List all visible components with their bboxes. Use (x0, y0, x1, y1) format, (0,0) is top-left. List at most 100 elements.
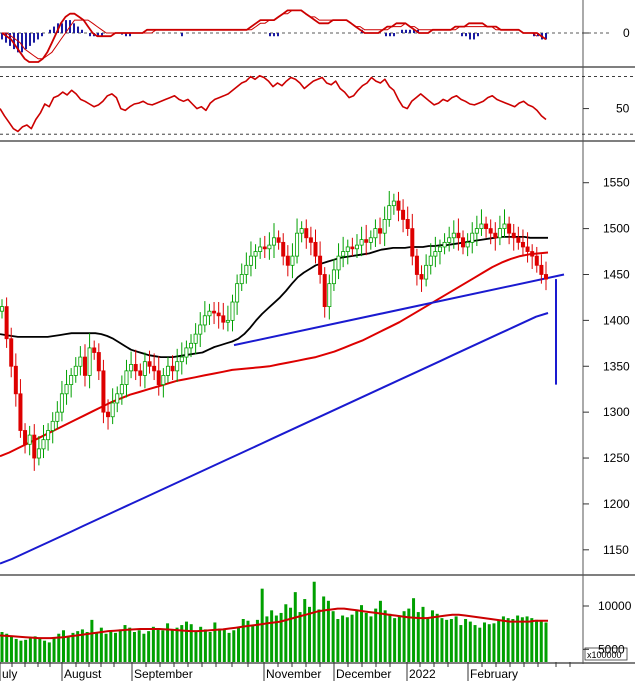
candle-body (32, 434, 37, 459)
price-panel (0, 190, 565, 565)
candle-body (106, 411, 111, 418)
volume-bar (378, 600, 382, 662)
tick-label: 1500 (603, 222, 630, 236)
volume-bar (47, 642, 51, 662)
candle-body (212, 310, 217, 314)
candle-body (179, 356, 184, 363)
candle-body (82, 356, 87, 376)
volume-bar (109, 630, 113, 662)
volume-bar (90, 619, 94, 662)
candle-body (239, 274, 244, 285)
volume-bar (303, 599, 307, 662)
volume-bar (199, 626, 203, 662)
volume-bar (170, 629, 174, 662)
candle-body (299, 228, 304, 234)
volume-bar (180, 625, 184, 662)
volume-bar (61, 630, 65, 662)
volume-bar (331, 611, 335, 662)
candle-body (516, 237, 521, 243)
volume-bar (123, 625, 127, 662)
candle-body (253, 251, 258, 257)
volume-bar (506, 618, 510, 662)
volume-bar (407, 608, 411, 662)
volume-bar (175, 627, 179, 662)
tick-label: 1150 (603, 543, 629, 557)
volume-bar (412, 598, 416, 662)
candle-body (271, 237, 276, 246)
candle-body (442, 241, 447, 248)
volume-bar (345, 617, 349, 662)
candle-body (410, 228, 415, 257)
volume-bar (459, 625, 463, 662)
candle-body (502, 223, 507, 229)
volume-bar (364, 612, 368, 662)
candle-body (225, 319, 230, 323)
candle-body (290, 255, 295, 266)
candle-body (414, 255, 419, 275)
candle-body (64, 384, 69, 395)
volume-bar (326, 600, 330, 662)
volume-bar (383, 610, 387, 662)
candle-body (341, 251, 346, 257)
candle-body (165, 365, 170, 376)
candle-body (281, 241, 286, 257)
volume-panel: x100000 (0, 581, 628, 662)
unit-label-box (584, 647, 628, 661)
volume-bar (440, 618, 444, 662)
volume-bar (312, 581, 316, 662)
month-label: September (134, 667, 193, 681)
candle-body (156, 370, 161, 386)
volume-bar (137, 630, 141, 662)
candle-body (110, 402, 115, 418)
candle-body (119, 384, 124, 395)
volume-bar (99, 627, 103, 662)
volume-bar (156, 628, 160, 662)
candle-body (520, 241, 525, 248)
volume-bar (317, 609, 321, 662)
volume-bar (454, 616, 458, 662)
candle-body (437, 246, 442, 252)
candle-body (189, 342, 194, 349)
candle-body (13, 365, 18, 395)
candle-body (304, 228, 309, 239)
month-axis: uly August September November December 2022 Fe… (0, 662, 571, 681)
candle-body (92, 347, 97, 353)
month-label: February (470, 667, 518, 681)
volume-bar (322, 596, 326, 662)
volume-bar (85, 632, 89, 662)
candle-body (129, 364, 134, 372)
candle-body (433, 251, 438, 257)
candle-body (396, 200, 401, 211)
volume-bar (128, 627, 132, 662)
volume-bar (520, 617, 524, 662)
candle-body (387, 205, 392, 220)
candle-body (424, 264, 429, 280)
candle-body (115, 393, 120, 404)
tick-label: 1250 (603, 451, 630, 465)
tick-label: 1550 (603, 176, 630, 190)
volume-bar (270, 610, 274, 662)
ma-mid-line (0, 251, 549, 458)
candle-body (354, 244, 359, 250)
volume-bar (147, 631, 151, 662)
candle-body (484, 223, 489, 229)
volume-bar (208, 632, 212, 662)
candle-body (230, 301, 235, 321)
volume-bar (237, 626, 241, 662)
axis-tick-labels: 0 50 1150 1200 1250 1300 1350 1400 1450 1500 1550 5… (583, 26, 632, 656)
tick-label: 1450 (603, 267, 630, 281)
volume-bar (9, 636, 13, 662)
candle-body (322, 274, 327, 308)
candle-body (373, 228, 378, 239)
candle-body (161, 375, 166, 386)
candle-body (318, 255, 323, 275)
candle-body (244, 264, 249, 275)
month-label: December (336, 667, 391, 681)
candle-body (55, 411, 60, 422)
candle-body (368, 237, 373, 243)
candle-body (152, 365, 157, 372)
volume-bar (298, 612, 302, 662)
candle-body (216, 312, 221, 317)
volume-bar (38, 638, 42, 662)
volume-bar (289, 607, 293, 662)
